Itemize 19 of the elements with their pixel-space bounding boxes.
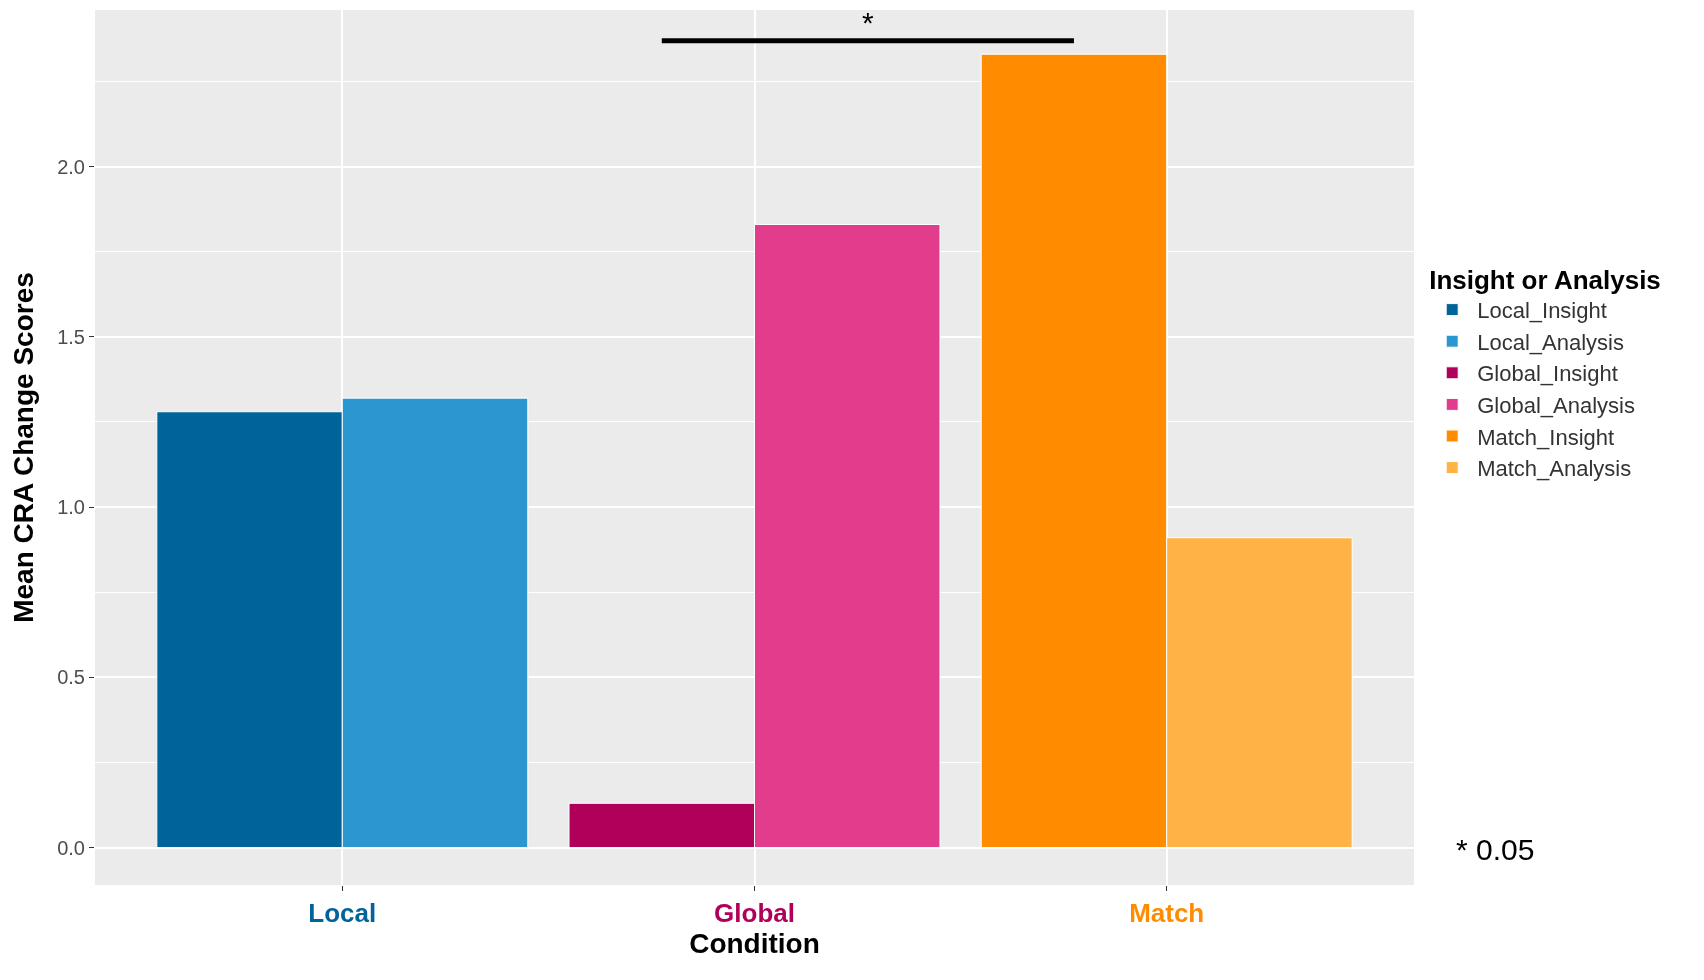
x-tick-label: Match: [1129, 898, 1205, 929]
text: * 0.05: [1456, 833, 1535, 866]
legend-label: Local_Insight: [1477, 298, 1607, 324]
legend-label: Match_Insight: [1477, 424, 1615, 450]
legend-label: Match_Analysis: [1477, 456, 1632, 482]
x-axis-title: Condition: [689, 928, 820, 960]
legend-title: Insight or Analysis: [1429, 264, 1661, 295]
legend-label: Local_Analysis: [1477, 329, 1624, 355]
x-tick-label: Local: [308, 898, 377, 929]
y-axis-title: Mean CRA Change Scores: [7, 272, 39, 623]
y-tick-label: 0.5: [57, 666, 85, 689]
y-tick-label: 2.0: [57, 155, 85, 178]
x-tick-label: Global: [714, 898, 795, 929]
y-tick-label: 0.0: [57, 836, 85, 859]
legend-label: Global_Analysis: [1477, 392, 1635, 418]
y-tick-label: 1.0: [57, 496, 85, 519]
y-tick-label: 1.5: [57, 325, 85, 348]
annotation: *: [862, 6, 874, 39]
legend-label: Global_Insight: [1477, 361, 1618, 387]
